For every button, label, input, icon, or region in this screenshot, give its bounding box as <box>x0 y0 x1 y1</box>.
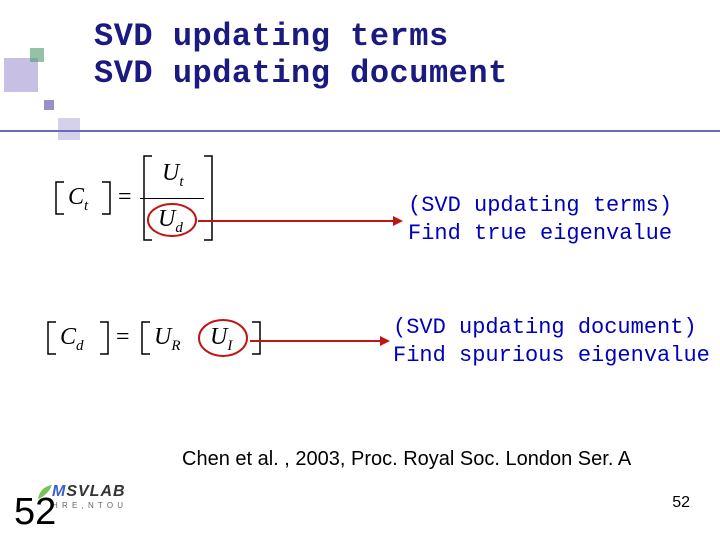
decor-sq-3 <box>44 100 54 110</box>
f2-ur-sub: R <box>171 338 180 354</box>
logo-sub: H R E , N T O U <box>52 501 126 510</box>
f2-cd-C: C <box>60 324 76 350</box>
annot-1-line1: (SVD updating terms) <box>408 192 672 220</box>
arrow-1-icon <box>198 214 403 228</box>
bracket-right-ct <box>96 180 114 216</box>
annot-2-line2: Find spurious eigenvalue <box>393 342 710 370</box>
decor-sq-2 <box>30 48 44 62</box>
f1-ct-C: C <box>68 184 84 210</box>
bracket-big-right-1 <box>200 154 216 242</box>
horizontal-rule <box>0 130 720 132</box>
f2-ur-U: U <box>154 324 171 350</box>
bracket-right-cd <box>94 320 112 356</box>
annot-2: (SVD updating document) Find spurious ei… <box>393 314 710 369</box>
f1-divider <box>140 198 204 199</box>
page-number-small: 52 <box>672 494 690 512</box>
f1-ut-sub: t <box>179 174 183 190</box>
f2-cd-sub: d <box>76 338 84 354</box>
circle-ud-icon <box>145 201 200 239</box>
logo: MSVLAB H R E , N T O U <box>52 483 126 510</box>
f1-equals: = <box>118 184 132 211</box>
decor-sq-1 <box>4 58 38 92</box>
f1-ct-sub: t <box>84 198 88 214</box>
annot-1: (SVD updating terms) Find true eigenvalu… <box>408 192 672 247</box>
title-line-1: SVD updating terms <box>94 18 508 55</box>
slide-title: SVD updating terms SVD updating document <box>94 18 508 92</box>
bracket-row-left <box>138 320 154 356</box>
f2-equals: = <box>116 324 130 351</box>
circle-ui-icon <box>196 317 251 359</box>
arrow-2-icon <box>250 334 390 348</box>
title-line-2: SVD updating document <box>94 55 508 92</box>
annot-1-line2: Find true eigenvalue <box>408 220 672 248</box>
logo-rest: SVLAB <box>66 483 125 500</box>
page-number-large: 52 <box>14 491 56 534</box>
decor-sq-4 <box>58 118 80 140</box>
annot-2-line1: (SVD updating document) <box>393 314 710 342</box>
f1-ut-U: U <box>162 160 179 186</box>
citation-text: Chen et al. , 2003, Proc. Royal Soc. Lon… <box>182 448 631 471</box>
